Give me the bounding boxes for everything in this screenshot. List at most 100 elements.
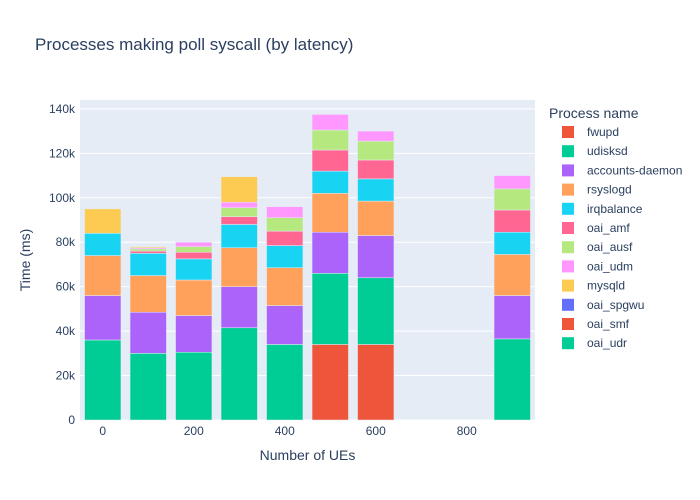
legend-label: rsyslogd xyxy=(587,183,632,197)
bar-segment-oai_ausf[interactable] xyxy=(129,248,167,252)
legend-label: irqbalance xyxy=(587,202,643,216)
bar-segment-accounts-daemon[interactable] xyxy=(175,315,213,353)
legend-item-oai_udm[interactable]: oai_udm xyxy=(562,259,633,273)
x-tick-label: 0 xyxy=(99,424,106,438)
bar-segment-oai_udm[interactable] xyxy=(493,175,531,190)
bar-segment-udisksd[interactable] xyxy=(84,339,122,421)
y-axis-ticks: 0 20k 40k 60k 80k 100k 120k 140k xyxy=(49,102,76,427)
y-tick-label: 100k xyxy=(49,191,76,205)
bar-segment-rsyslogd[interactable] xyxy=(220,247,258,287)
legend-label: oai_udr xyxy=(587,336,627,350)
bar-segment-udisksd[interactable] xyxy=(266,344,304,421)
legend-swatch xyxy=(562,164,574,177)
bar-segment-rsyslogd[interactable] xyxy=(266,267,304,306)
bar-segment-mysqld[interactable] xyxy=(84,208,122,234)
x-tick-label: 200 xyxy=(184,424,204,438)
legend-label: fwupd xyxy=(587,125,619,139)
bar-segment-irqbalance[interactable] xyxy=(311,170,349,194)
bar-segment-oai_udm[interactable] xyxy=(266,206,304,219)
x-tick-label: 800 xyxy=(457,424,477,438)
bar-segment-udisksd[interactable] xyxy=(129,353,167,421)
bar-segment-oai_ausf[interactable] xyxy=(311,129,349,151)
bar-segment-oai_ausf[interactable] xyxy=(175,246,213,253)
legend-label: oai_amf xyxy=(587,221,630,235)
legend-swatch xyxy=(562,318,574,330)
bar-segment-oai_amf[interactable] xyxy=(220,216,258,225)
bar-segment-rsyslogd[interactable] xyxy=(493,254,531,296)
bar-segment-udisksd[interactable] xyxy=(175,351,213,421)
chart-title: Processes making poll syscall (by latenc… xyxy=(35,35,353,54)
legend-label: udisksd xyxy=(587,144,628,158)
bar-segment-oai_amf[interactable] xyxy=(493,209,531,233)
legend-item-udisksd[interactable]: udisksd xyxy=(562,144,628,158)
bar-segment-accounts-daemon[interactable] xyxy=(311,231,349,274)
y-axis-title: Time (ms) xyxy=(17,229,33,291)
legend-item-mysqld[interactable]: mysqld xyxy=(562,279,625,293)
x-tick-label: 600 xyxy=(366,424,386,438)
bar-segment-udisksd[interactable] xyxy=(357,277,395,345)
legend-item-irqbalance[interactable]: irqbalance xyxy=(562,202,643,216)
bar-segment-udisksd[interactable] xyxy=(311,273,349,345)
bar-segment-oai_ausf[interactable] xyxy=(266,217,304,232)
bar-segment-rsyslogd[interactable] xyxy=(175,279,213,316)
bar-segment-fwupd[interactable] xyxy=(311,344,349,421)
bar-segment-irqbalance[interactable] xyxy=(175,258,213,281)
bar-segment-accounts-daemon[interactable] xyxy=(493,295,531,340)
bar-segment-accounts-daemon[interactable] xyxy=(84,295,122,341)
bar-segment-rsyslogd[interactable] xyxy=(311,193,349,233)
legend-item-fwupd[interactable]: fwupd xyxy=(562,125,619,139)
legend-swatch xyxy=(562,145,574,158)
bar-segment-oai_amf[interactable] xyxy=(266,230,304,246)
y-tick-label: 0 xyxy=(68,413,75,427)
legend-swatch xyxy=(562,260,574,273)
bar-segment-oai_amf[interactable] xyxy=(357,159,395,180)
bar-segment-oai_udm[interactable] xyxy=(357,130,395,142)
legend-item-oai_ausf[interactable]: oai_ausf xyxy=(562,240,633,254)
bar-segment-oai_udm[interactable] xyxy=(175,241,213,247)
bar-segment-irqbalance[interactable] xyxy=(84,233,122,256)
legend-item-oai_amf[interactable]: oai_amf xyxy=(562,221,630,235)
legend-item-rsyslogd[interactable]: rsyslogd xyxy=(562,183,632,197)
bar-segment-irqbalance[interactable] xyxy=(129,253,167,276)
legend-swatch xyxy=(562,222,574,234)
bar-segment-accounts-daemon[interactable] xyxy=(220,286,258,329)
bar-segment-irqbalance[interactable] xyxy=(357,178,395,202)
bar-segment-udisksd[interactable] xyxy=(220,327,258,421)
bar-segment-oai_ausf[interactable] xyxy=(220,207,258,217)
bar-segment-mysqld[interactable] xyxy=(129,246,167,249)
bar-segment-rsyslogd[interactable] xyxy=(84,255,122,296)
bar-segment-oai_amf[interactable] xyxy=(175,251,213,260)
bar-segment-mysqld[interactable] xyxy=(220,176,258,203)
bars[interactable] xyxy=(84,114,531,421)
bar-segment-rsyslogd[interactable] xyxy=(129,275,167,313)
bar-segment-accounts-daemon[interactable] xyxy=(357,235,395,279)
legend-item-oai_udr[interactable]: oai_udr xyxy=(562,336,627,350)
bar-segment-accounts-daemon[interactable] xyxy=(266,305,304,345)
bar-segment-oai_amf[interactable] xyxy=(129,250,167,254)
legend-item-oai_spgwu[interactable]: oai_spgwu xyxy=(562,298,644,312)
bar-segment-oai_ausf[interactable] xyxy=(357,140,395,161)
legend-item-oai_smf[interactable]: oai_smf xyxy=(562,317,630,331)
legend-item-accounts-daemon[interactable]: accounts-daemon xyxy=(562,163,682,177)
legend-label: oai_spgwu xyxy=(587,298,644,312)
bar-segment-fwupd[interactable] xyxy=(357,344,395,421)
legend-swatch xyxy=(562,298,574,311)
legend-swatch xyxy=(562,337,574,350)
bar-segment-rsyslogd[interactable] xyxy=(357,200,395,236)
bar-segment-udisksd[interactable] xyxy=(493,338,531,421)
bar-segment-oai_udm[interactable] xyxy=(311,114,349,131)
bar-segment-irqbalance[interactable] xyxy=(266,245,304,269)
bar-segment-irqbalance[interactable] xyxy=(493,231,531,255)
bar-segment-oai_udm[interactable] xyxy=(220,201,258,209)
bar-segment-irqbalance[interactable] xyxy=(220,224,258,249)
bar-segment-accounts-daemon[interactable] xyxy=(129,311,167,354)
legend-swatch xyxy=(562,126,574,138)
legend-label: oai_ausf xyxy=(587,240,633,254)
y-tick-label: 140k xyxy=(49,102,76,116)
legend-swatch xyxy=(562,241,574,254)
legend[interactable]: fwupd udisksd accounts-daemon rsyslogd irqba… xyxy=(562,125,682,350)
bar-segment-oai_ausf[interactable] xyxy=(493,188,531,211)
bar-segment-oai_amf[interactable] xyxy=(311,149,349,172)
x-axis-ticks: 0 200 400 600 800 xyxy=(99,424,477,438)
